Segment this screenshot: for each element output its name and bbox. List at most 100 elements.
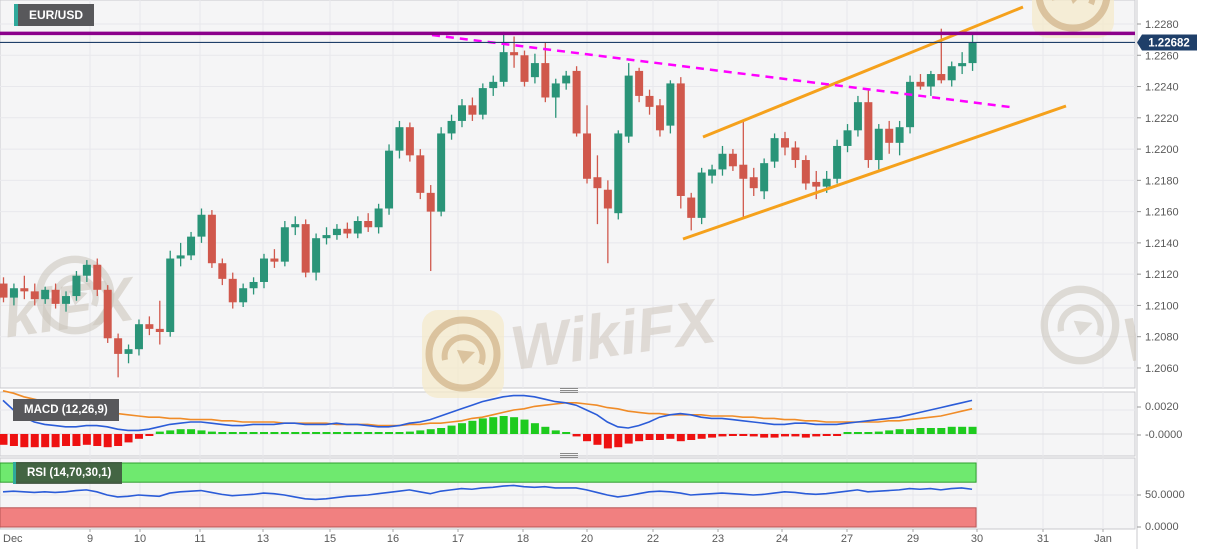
candle-body (676, 83, 685, 196)
candle-body (697, 172, 706, 218)
candle-body (374, 208, 383, 228)
macd-histogram-bar (739, 434, 748, 436)
candle-body (530, 63, 539, 78)
ascending-channel-upper-line[interactable] (702, 5, 1024, 139)
macd-histogram-bar (801, 434, 810, 438)
candle-body (728, 153, 737, 167)
x-axis-label: 27 (841, 533, 853, 545)
candle-body (864, 102, 873, 161)
candle-body (270, 258, 279, 262)
candle-body (687, 197, 696, 218)
x-axis-label: 11 (194, 533, 205, 545)
macd-histogram-bar (520, 419, 529, 434)
macd-histogram-bar (551, 430, 560, 434)
macd-histogram-bar (583, 434, 592, 442)
x-axis-label: Dec (3, 533, 23, 545)
macd-histogram-bar (312, 432, 321, 434)
rsi-axis-label: 50.0000 (1145, 489, 1185, 501)
candle-body (416, 155, 425, 193)
candle-body (666, 83, 675, 126)
symbol-badge: EUR/USD (14, 4, 95, 26)
macd-histogram-bar (718, 434, 727, 437)
y-axis-label: 1.2260 (1145, 50, 1179, 62)
y-axis-label: 1.2080 (1145, 332, 1179, 344)
macd-histogram-bar (916, 428, 925, 434)
macd-histogram-bar (499, 416, 508, 434)
macd-histogram-bar (395, 432, 404, 434)
y-axis-label: 1.2200 (1145, 144, 1179, 156)
x-axis-label: 9 (87, 533, 93, 545)
candle-body (551, 83, 560, 98)
candle-body (916, 81, 925, 87)
macd-histogram-bar (624, 434, 633, 444)
candle-body (958, 63, 967, 67)
candle-body (332, 228, 341, 236)
wikifx-logo-icon (1040, 285, 1120, 365)
candle-body (176, 255, 185, 259)
candle-body (781, 138, 789, 148)
candle-body (812, 181, 821, 187)
x-axis-label: 23 (712, 533, 724, 545)
candle-body (437, 133, 446, 212)
candle-body (843, 130, 852, 146)
macd-histogram-bar (822, 434, 831, 436)
macd-histogram-bar (697, 434, 706, 439)
candle-body (833, 145, 842, 179)
candle-body (489, 81, 498, 89)
candle-body (395, 127, 404, 151)
wikifx-watermark-text: WikiFX (1114, 0, 1207, 8)
candle-body (874, 128, 883, 161)
macd-histogram-bar (82, 434, 91, 445)
macd-histogram-bar (958, 426, 967, 434)
macd-histogram-bar (218, 432, 227, 434)
macd-histogram-bar (239, 432, 248, 434)
candle-body (739, 164, 748, 179)
wikifx-logo-box (1032, 0, 1114, 38)
macd-histogram-bar (447, 425, 456, 434)
x-axis-label: Jan (1094, 533, 1112, 545)
pane-resize-handle[interactable] (558, 387, 580, 394)
rsi-indicator-label: RSI (14,70,30,1) (13, 462, 123, 484)
candle-body (166, 258, 175, 333)
macd-histogram-bar (62, 434, 71, 446)
macd-histogram-bar (770, 434, 779, 438)
candle-body (187, 236, 196, 256)
candle-body (937, 74, 946, 81)
candle-body (322, 235, 331, 239)
candle-body (801, 160, 810, 184)
ascending-channel-lower-line[interactable] (682, 104, 1067, 241)
candle-body (822, 178, 831, 187)
candle-body (207, 214, 216, 264)
pane-resize-handle[interactable] (558, 452, 580, 459)
macd-axis-label: 0.0020 (1145, 401, 1179, 413)
candle-body (364, 221, 373, 228)
candle-body (343, 228, 352, 234)
macd-histogram-bar (468, 420, 477, 434)
candle-body (51, 289, 60, 304)
candle-body (426, 192, 435, 212)
x-axis-label: 22 (647, 533, 659, 545)
x-axis-label: 13 (257, 533, 269, 545)
candle-body (197, 214, 206, 237)
y-axis-label: 1.2160 (1145, 207, 1179, 219)
macd-histogram-bar (489, 417, 498, 434)
macd-histogram-bar (593, 434, 602, 445)
candle-body (30, 291, 39, 300)
candle-body (770, 138, 779, 162)
x-axis-label: 24 (776, 533, 788, 545)
candle-body (968, 42, 977, 64)
candle-body (41, 289, 50, 300)
macd-axis-label: -0.0000 (1145, 429, 1182, 441)
wikifx-logo-icon (1035, 0, 1111, 32)
candle-body (624, 75, 633, 137)
candle-body (635, 70, 644, 96)
macd-histogram-bar (833, 434, 842, 436)
candles-layer (0, 28, 977, 378)
rsi-line (2, 484, 973, 501)
candle-body (614, 133, 623, 214)
macd-histogram-bar (332, 432, 341, 434)
rsi-overbought-band (0, 462, 977, 483)
candle-body (749, 177, 758, 189)
candle-body (0, 283, 8, 298)
